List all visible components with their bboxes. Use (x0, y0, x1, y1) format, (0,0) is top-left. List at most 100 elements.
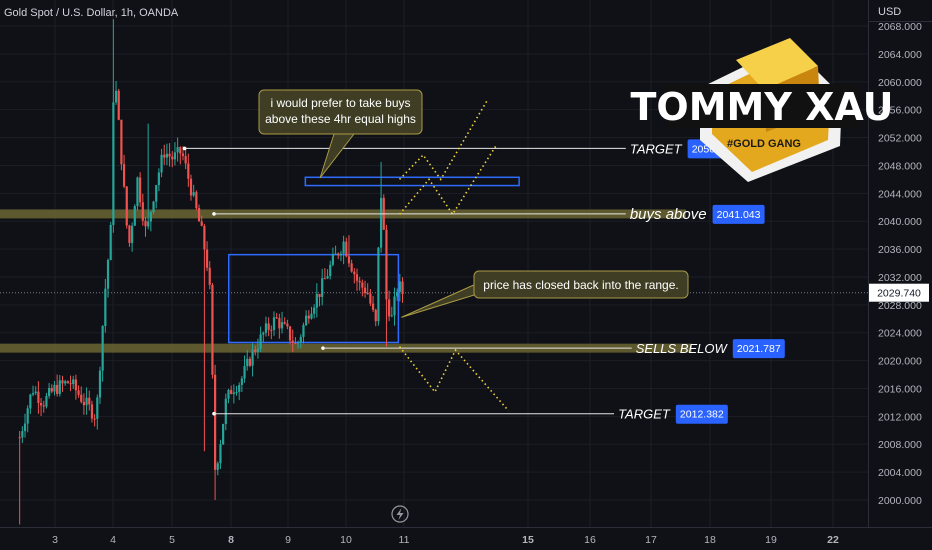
candle-body (259, 334, 262, 349)
candle-body (21, 431, 24, 438)
callout-pointer (319, 133, 355, 179)
x-tick-label: 10 (340, 534, 352, 546)
candle-body (331, 254, 335, 265)
candle-body (334, 253, 337, 255)
candle-body (310, 313, 313, 319)
candle-body (208, 267, 211, 285)
y-tick-label: 2048.000 (878, 160, 922, 172)
candle-body (184, 155, 187, 164)
candle-body (291, 340, 294, 344)
candle-body (296, 342, 300, 344)
y-tick-label: 2060.000 (878, 77, 922, 89)
candle-body (39, 402, 43, 406)
candle-body (251, 349, 254, 366)
callout-text: i would prefer to take buys (270, 96, 410, 110)
candle-body (398, 281, 401, 292)
y-tick-label: 2008.000 (878, 439, 922, 451)
candle-body (267, 323, 270, 330)
candle-body (270, 329, 273, 331)
candle-body (385, 229, 388, 300)
candle-body (246, 358, 249, 367)
y-tick-label: 2068.000 (878, 21, 922, 33)
candle-body (216, 463, 219, 470)
currency-label: USD (878, 6, 901, 18)
lightning-icon (391, 505, 409, 523)
candle-body (195, 192, 198, 209)
candle-body (211, 284, 214, 375)
y-tick-label: 2032.000 (878, 272, 922, 284)
candle-body (128, 225, 131, 243)
candle-body (224, 398, 227, 425)
candle-body (117, 90, 120, 120)
candle-body (307, 315, 310, 319)
candle-body (122, 164, 126, 187)
candle-body (34, 391, 37, 394)
candle-body (315, 293, 318, 308)
candle-body (37, 391, 40, 403)
candle-body (200, 221, 203, 226)
candle-body (42, 405, 45, 407)
candle-body (280, 322, 284, 329)
level-price-text: 2021.787 (737, 343, 781, 355)
price-axis[interactable]: USD 2068.000 2064.000 2060.000 2056.000 2052… (868, 0, 932, 527)
candle-body (377, 247, 380, 322)
candle-body (371, 303, 375, 310)
logo-tagline: #GOLD GANG (727, 138, 801, 150)
candle-body (323, 278, 326, 280)
candle-body (214, 374, 217, 470)
candle-body (141, 202, 144, 221)
candle-body (74, 379, 77, 391)
candle-body (69, 383, 72, 385)
level-price-badge (712, 204, 765, 224)
candle-body (45, 395, 48, 407)
candle-body (85, 397, 88, 406)
time-axis[interactable]: 3 4 5 8 9 10 11 15 16 17 18 19 22 (0, 527, 932, 550)
y-tick-label: 2052.000 (878, 133, 922, 145)
candle-body (256, 348, 260, 352)
candle-body (192, 192, 195, 196)
candle-body (347, 256, 351, 264)
candle-body (369, 293, 372, 304)
candle-body (157, 172, 160, 186)
candle-body (262, 332, 265, 335)
candle-body (235, 391, 238, 393)
y-tick-label: 2064.000 (878, 49, 922, 61)
brand-logo: TOMMY XAU #GOLD GANG (631, 38, 894, 182)
candle-body (56, 384, 59, 394)
candle-body (326, 276, 329, 279)
y-tick-label: 2028.000 (878, 300, 922, 312)
candle-body (189, 178, 193, 196)
candle-body (160, 154, 163, 173)
candle-body (80, 394, 83, 402)
x-tick-label: 18 (704, 534, 716, 546)
x-tick-label: 11 (399, 534, 410, 546)
candle-body (187, 163, 190, 179)
candle-body (278, 318, 281, 329)
candle-body (254, 349, 257, 352)
candles (18, 19, 404, 525)
candle-body (388, 299, 391, 317)
candle-body (339, 253, 343, 256)
candle-body (136, 177, 139, 207)
candle-body (232, 392, 235, 394)
candle-body (294, 343, 297, 345)
candle-body (72, 379, 75, 384)
y-tick-label: 2024.000 (878, 328, 922, 340)
candle-body (181, 153, 185, 156)
supply-box (304, 176, 520, 187)
x-tick-label: 9 (285, 534, 291, 546)
range-boxes (228, 176, 520, 344)
candle-body (133, 206, 136, 226)
candle-body (165, 153, 169, 158)
candle-body (363, 287, 367, 293)
candle-body (286, 323, 289, 327)
candle-body (321, 278, 324, 297)
candle-body (61, 380, 64, 384)
x-tick-label: 15 (522, 534, 534, 546)
candle-body (96, 397, 99, 419)
candle-body (18, 437, 21, 439)
candle-body (205, 249, 209, 268)
level-label-target-upper: TARGET (630, 141, 683, 156)
candle-body (272, 317, 276, 330)
